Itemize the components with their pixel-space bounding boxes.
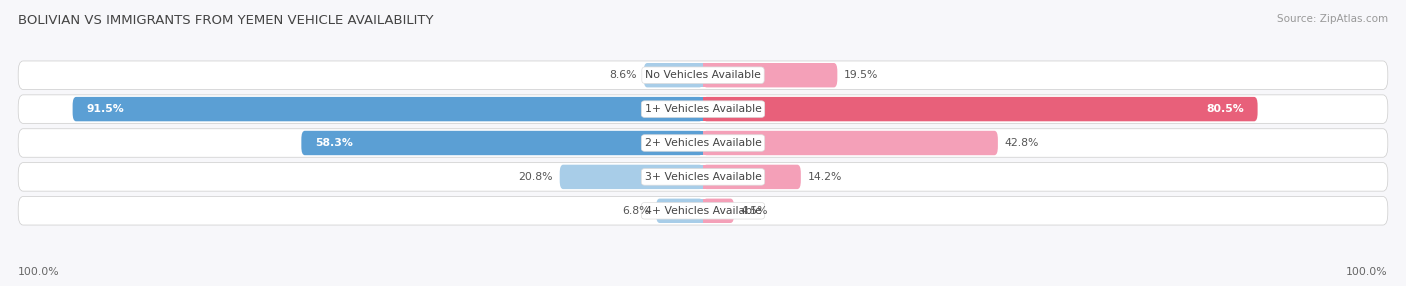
FancyBboxPatch shape [703,131,998,155]
Bar [696,97,703,121]
Text: 42.8%: 42.8% [1005,138,1039,148]
FancyBboxPatch shape [301,131,703,155]
Text: 6.8%: 6.8% [621,206,650,216]
FancyBboxPatch shape [657,198,703,223]
FancyBboxPatch shape [703,97,1257,121]
Text: 20.8%: 20.8% [519,172,553,182]
Bar [696,198,703,223]
Text: BOLIVIAN VS IMMIGRANTS FROM YEMEN VEHICLE AVAILABILITY: BOLIVIAN VS IMMIGRANTS FROM YEMEN VEHICL… [18,14,434,27]
FancyBboxPatch shape [644,63,703,88]
Text: 2+ Vehicles Available: 2+ Vehicles Available [644,138,762,148]
Bar [703,97,710,121]
FancyBboxPatch shape [18,95,1388,123]
FancyBboxPatch shape [18,61,1388,90]
Bar [696,131,703,155]
Text: 80.5%: 80.5% [1206,104,1244,114]
Text: 4+ Vehicles Available: 4+ Vehicles Available [644,206,762,216]
Bar [703,131,710,155]
FancyBboxPatch shape [73,97,703,121]
Text: 58.3%: 58.3% [315,138,353,148]
Text: 100.0%: 100.0% [1346,267,1388,277]
FancyBboxPatch shape [18,196,1388,225]
Text: 3+ Vehicles Available: 3+ Vehicles Available [644,172,762,182]
Bar [703,63,710,88]
Text: 4.5%: 4.5% [741,206,769,216]
Bar [703,165,710,189]
Text: No Vehicles Available: No Vehicles Available [645,70,761,80]
Bar [696,165,703,189]
Text: 8.6%: 8.6% [609,70,637,80]
Text: 19.5%: 19.5% [844,70,879,80]
Bar [703,198,710,223]
FancyBboxPatch shape [18,163,1388,191]
Text: Source: ZipAtlas.com: Source: ZipAtlas.com [1277,14,1388,24]
FancyBboxPatch shape [703,198,734,223]
Bar [696,63,703,88]
Text: 100.0%: 100.0% [18,267,60,277]
FancyBboxPatch shape [703,63,838,88]
Text: 1+ Vehicles Available: 1+ Vehicles Available [644,104,762,114]
Text: 14.2%: 14.2% [807,172,842,182]
FancyBboxPatch shape [18,129,1388,157]
Text: 91.5%: 91.5% [86,104,124,114]
FancyBboxPatch shape [703,165,801,189]
FancyBboxPatch shape [560,165,703,189]
